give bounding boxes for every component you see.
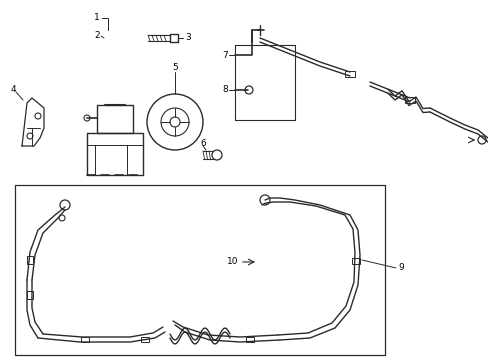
Bar <box>27 291 33 299</box>
Text: 9: 9 <box>397 264 403 273</box>
Text: 2: 2 <box>94 31 100 40</box>
Bar <box>345 71 354 77</box>
Text: 6: 6 <box>200 139 205 148</box>
Text: 8: 8 <box>222 85 227 94</box>
Text: 5: 5 <box>172 63 178 72</box>
Text: 1: 1 <box>94 13 100 22</box>
Bar <box>351 258 359 264</box>
Bar <box>245 337 253 342</box>
Bar <box>27 256 33 264</box>
Bar <box>404 97 414 103</box>
Text: 4: 4 <box>10 85 16 94</box>
Text: 7: 7 <box>222 50 227 59</box>
Text: 10: 10 <box>226 257 238 266</box>
Text: 3: 3 <box>184 33 190 42</box>
Bar <box>81 337 89 342</box>
Bar <box>15 185 384 355</box>
Bar <box>97 105 133 133</box>
Bar <box>141 337 149 342</box>
